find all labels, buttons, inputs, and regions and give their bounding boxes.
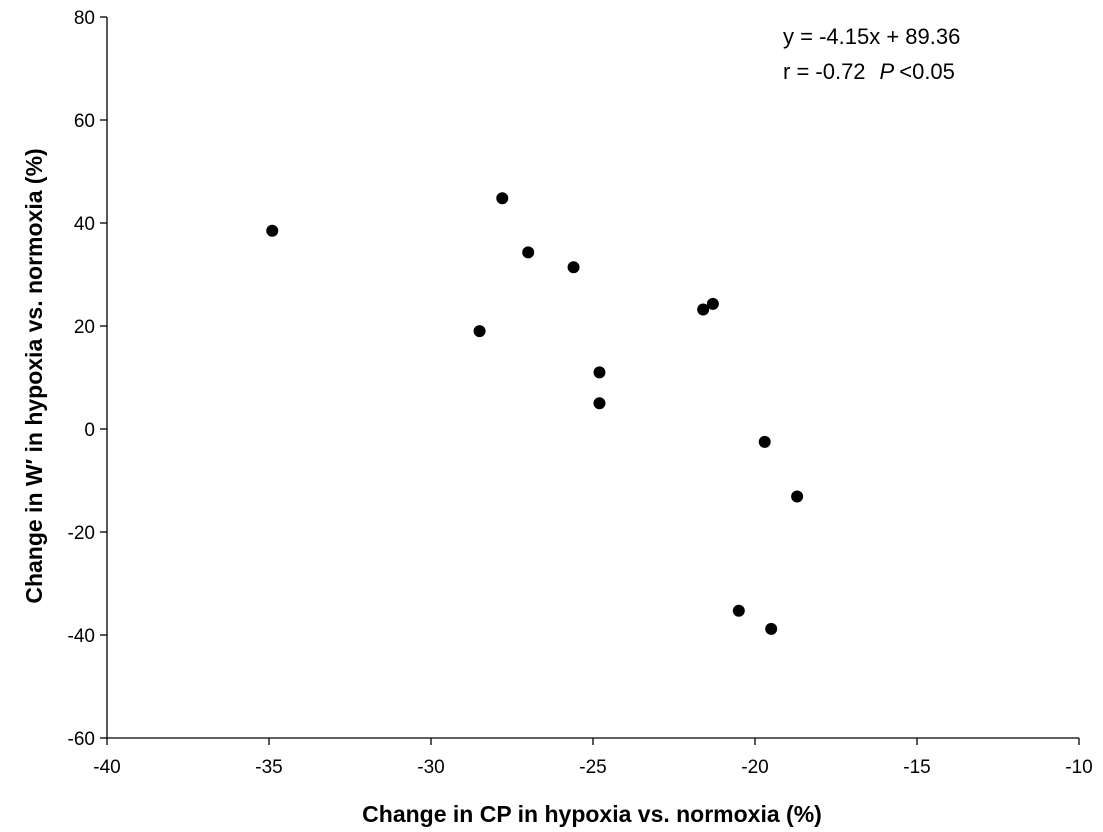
axes bbox=[106, 17, 1079, 739]
y-tick-label: -20 bbox=[68, 523, 95, 544]
data-point bbox=[473, 325, 486, 338]
y-tick-label: 20 bbox=[74, 317, 95, 338]
x-ticks: -40 -35 -30 -25 -20 -15 -10 bbox=[93, 738, 1093, 778]
x-tick-label: -20 bbox=[741, 757, 768, 778]
equation-annotation: y = -4.15x + 89.36 bbox=[783, 24, 960, 49]
data-point bbox=[522, 246, 535, 259]
y-tick-label: 60 bbox=[74, 111, 95, 132]
x-tick-label: -30 bbox=[417, 757, 444, 778]
data-point bbox=[706, 297, 719, 310]
y-tick-label: -60 bbox=[68, 729, 95, 750]
p-label: P bbox=[880, 59, 895, 84]
x-tick-label: -35 bbox=[255, 757, 282, 778]
y-tick-label: -40 bbox=[68, 626, 95, 647]
data-point bbox=[567, 261, 580, 274]
x-tick-label: -40 bbox=[93, 757, 120, 778]
data-point bbox=[791, 490, 804, 503]
x-axis-title: Change in CP in hypoxia vs. normoxia (%) bbox=[362, 801, 822, 827]
y-axis-title: Change in W′ in hypoxia vs. normoxia (%) bbox=[21, 148, 47, 603]
x-tick-label: -25 bbox=[579, 757, 606, 778]
r-p-annotation: r = -0.72 P <0.05 bbox=[783, 59, 955, 84]
data-point bbox=[765, 622, 778, 635]
data-point bbox=[266, 224, 279, 237]
data-point bbox=[593, 366, 606, 379]
data-point bbox=[758, 435, 771, 448]
y-tick-label: 80 bbox=[74, 8, 95, 29]
y-tick-label: 40 bbox=[74, 214, 95, 235]
y-ticks: -60 -40 -20 0 20 40 60 80 bbox=[68, 8, 107, 750]
data-point bbox=[697, 303, 710, 316]
y-tick-label: 0 bbox=[84, 420, 95, 441]
data-point bbox=[732, 604, 745, 617]
data-point bbox=[496, 192, 509, 205]
r-value-text: r = -0.72 bbox=[783, 59, 866, 84]
p-value-text: <0.05 bbox=[899, 59, 955, 84]
data-point bbox=[593, 397, 606, 410]
x-tick-label: -10 bbox=[1065, 757, 1092, 778]
x-tick-label: -15 bbox=[903, 757, 930, 778]
data-points bbox=[266, 192, 804, 635]
